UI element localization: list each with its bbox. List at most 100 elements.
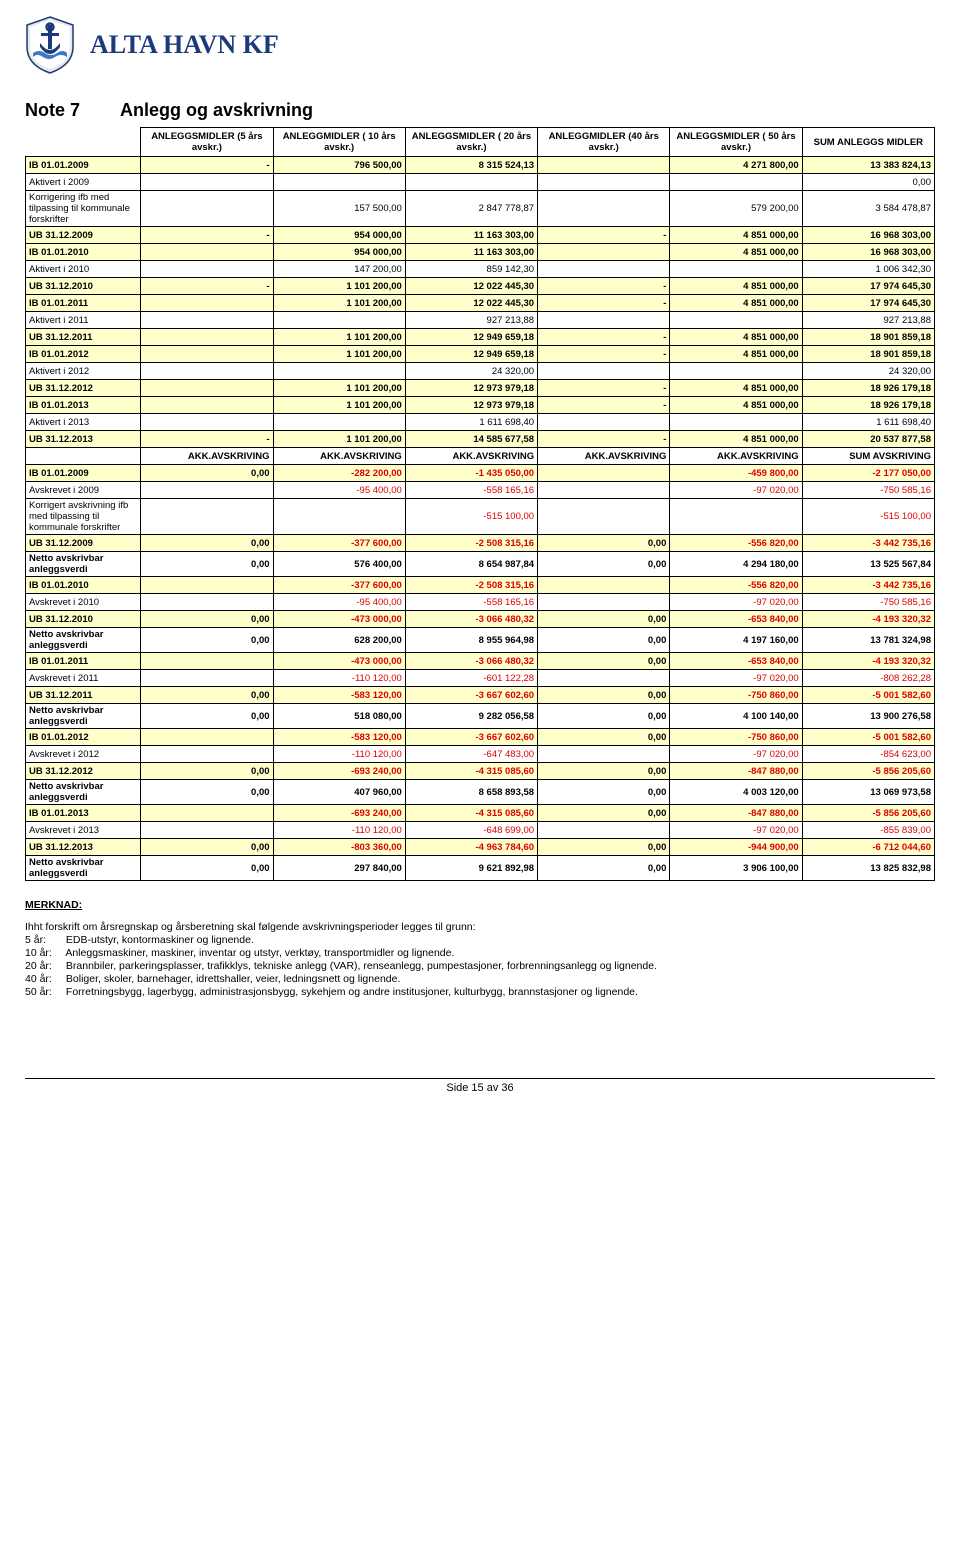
column-header: ANLEGGSMIDLER ( 50 års avskr.) xyxy=(670,128,802,157)
table-row: IB 01.01.2013-693 240,00-4 315 085,600,0… xyxy=(26,805,935,822)
data-cell xyxy=(141,653,273,670)
table-row: Aktivert i 2010147 200,00859 142,301 006… xyxy=(26,261,935,278)
data-cell: -653 840,00 xyxy=(670,653,802,670)
data-cell: 4 851 000,00 xyxy=(670,329,802,346)
data-cell: 1 101 200,00 xyxy=(273,295,405,312)
remark-line: 40 år: Boliger, skoler, barnehager, idre… xyxy=(25,973,935,985)
data-cell: -4 315 085,60 xyxy=(405,805,537,822)
data-cell: -750 585,16 xyxy=(802,594,934,611)
data-cell: AKK.AVSKRIVING xyxy=(538,448,670,465)
row-label: Avskrevet i 2011 xyxy=(26,670,141,687)
data-cell xyxy=(141,805,273,822)
data-cell xyxy=(141,670,273,687)
data-cell: - xyxy=(538,329,670,346)
table-row: Avskrevet i 2011-110 120,00-601 122,28-9… xyxy=(26,670,935,687)
data-cell: -3 667 602,60 xyxy=(405,729,537,746)
row-label: IB 01.01.2009 xyxy=(26,157,141,174)
data-cell: 0,00 xyxy=(538,839,670,856)
data-cell xyxy=(538,577,670,594)
row-label: Aktivert i 2013 xyxy=(26,414,141,431)
data-cell: -3 066 480,32 xyxy=(405,611,537,628)
data-cell: 1 101 200,00 xyxy=(273,278,405,295)
data-cell: 0,00 xyxy=(141,552,273,577)
data-cell: 954 000,00 xyxy=(273,244,405,261)
table-row: Avskrevet i 2009-95 400,00-558 165,16-97… xyxy=(26,482,935,499)
table-row: IB 01.01.20090,00-282 200,00-1 435 050,0… xyxy=(26,465,935,482)
row-label: Netto avskrivbar anleggsverdi xyxy=(26,704,141,729)
data-cell: 0,00 xyxy=(141,839,273,856)
data-cell: AKK.AVSKRIVING xyxy=(273,448,405,465)
row-label: UB 31.12.2009 xyxy=(26,227,141,244)
table-row: AKK.AVSKRIVINGAKK.AVSKRIVINGAKK.AVSKRIVI… xyxy=(26,448,935,465)
data-cell xyxy=(141,729,273,746)
data-cell: -847 880,00 xyxy=(670,805,802,822)
data-cell: 12 022 445,30 xyxy=(405,278,537,295)
data-cell: 0,00 xyxy=(141,856,273,881)
data-cell: -110 120,00 xyxy=(273,670,405,687)
data-cell xyxy=(141,346,273,363)
data-cell: 4 851 000,00 xyxy=(670,431,802,448)
data-cell: 1 101 200,00 xyxy=(273,329,405,346)
data-cell: -1 435 050,00 xyxy=(405,465,537,482)
row-label: IB 01.01.2012 xyxy=(26,729,141,746)
column-header: ANLEGGSMIDLER ( 20 års avskr.) xyxy=(405,128,537,157)
data-cell xyxy=(670,261,802,278)
table-row: Aktivert i 201224 320,0024 320,00 xyxy=(26,363,935,380)
row-label: Aktivert i 2011 xyxy=(26,312,141,329)
data-cell: 11 163 303,00 xyxy=(405,244,537,261)
data-cell: -97 020,00 xyxy=(670,822,802,839)
data-cell xyxy=(538,191,670,227)
data-cell: -282 200,00 xyxy=(273,465,405,482)
data-cell xyxy=(141,295,273,312)
data-cell: -5 856 205,60 xyxy=(802,805,934,822)
column-header: SUM ANLEGGS MIDLER xyxy=(802,128,934,157)
data-cell: 0,00 xyxy=(141,465,273,482)
data-cell: 12 949 659,18 xyxy=(405,346,537,363)
data-cell: 4 851 000,00 xyxy=(670,244,802,261)
data-cell: 147 200,00 xyxy=(273,261,405,278)
note-label: Note 7 xyxy=(25,100,80,121)
data-cell: -3 066 480,32 xyxy=(405,653,537,670)
data-cell: 2 847 778,87 xyxy=(405,191,537,227)
data-cell: -5 001 582,60 xyxy=(802,687,934,704)
data-cell: 1 611 698,40 xyxy=(405,414,537,431)
row-label: Avskrevet i 2009 xyxy=(26,482,141,499)
column-header: ANLEGGMIDLER (40 års avskr.) xyxy=(538,128,670,157)
data-cell: 0,00 xyxy=(538,535,670,552)
row-label: IB 01.01.2013 xyxy=(26,805,141,822)
data-cell: -647 483,00 xyxy=(405,746,537,763)
table-row: IB 01.01.2011-473 000,00-3 066 480,320,0… xyxy=(26,653,935,670)
data-cell: -97 020,00 xyxy=(670,670,802,687)
data-cell: 4 003 120,00 xyxy=(670,780,802,805)
data-cell: -693 240,00 xyxy=(273,805,405,822)
data-cell xyxy=(141,329,273,346)
remarks-section: MERKNAD: Ihht forskrift om årsregnskap o… xyxy=(25,899,935,998)
row-label: UB 31.12.2012 xyxy=(26,380,141,397)
data-cell: -583 120,00 xyxy=(273,687,405,704)
data-cell xyxy=(141,414,273,431)
row-label: IB 01.01.2011 xyxy=(26,295,141,312)
data-cell: -110 120,00 xyxy=(273,822,405,839)
data-cell: 0,00 xyxy=(538,552,670,577)
data-cell: 13 069 973,58 xyxy=(802,780,934,805)
table-row: UB 31.12.20120,00-693 240,00-4 315 085,6… xyxy=(26,763,935,780)
data-cell: 796 500,00 xyxy=(273,157,405,174)
data-cell: 157 500,00 xyxy=(273,191,405,227)
data-cell xyxy=(141,397,273,414)
data-cell: 0,00 xyxy=(538,687,670,704)
data-cell: -750 585,16 xyxy=(802,482,934,499)
data-cell xyxy=(538,363,670,380)
data-cell xyxy=(141,191,273,227)
data-cell: - xyxy=(538,227,670,244)
data-cell: 0,00 xyxy=(141,611,273,628)
data-cell: 4 851 000,00 xyxy=(670,346,802,363)
data-cell xyxy=(273,174,405,191)
data-cell: 0,00 xyxy=(802,174,934,191)
data-cell: -693 240,00 xyxy=(273,763,405,780)
data-cell: -4 193 320,32 xyxy=(802,653,934,670)
data-cell: 0,00 xyxy=(538,628,670,653)
row-label: IB 01.01.2011 xyxy=(26,653,141,670)
data-cell: 628 200,00 xyxy=(273,628,405,653)
data-cell xyxy=(273,363,405,380)
data-cell: 16 968 303,00 xyxy=(802,227,934,244)
